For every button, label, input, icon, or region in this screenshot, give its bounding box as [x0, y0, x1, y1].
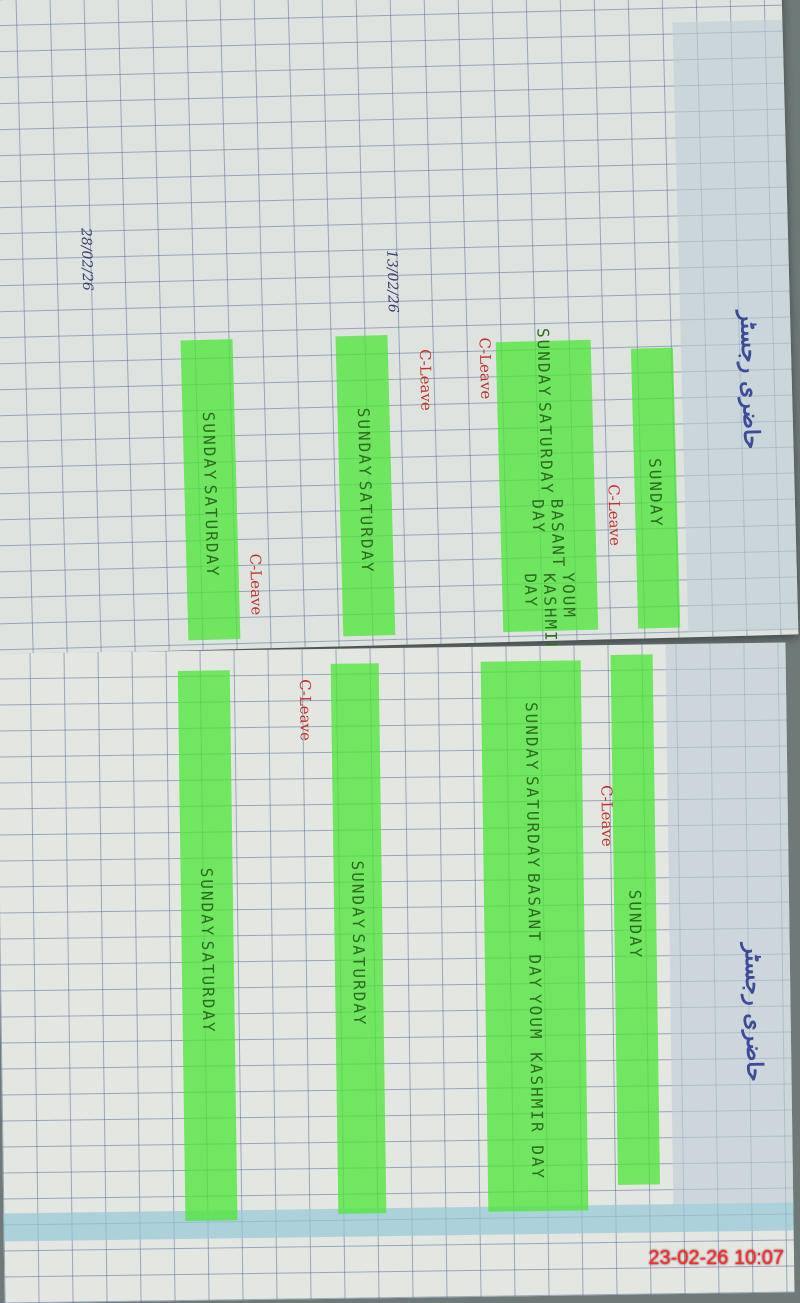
band-text: SATURDAY: [198, 940, 219, 1035]
holiday-band: SATURDAY SUNDAY: [330, 663, 387, 1214]
holiday-band: SATURDAY SUNDAY: [177, 670, 238, 1221]
band-text: SUNDAY: [353, 407, 375, 478]
band-text: SUNDAY: [347, 859, 368, 930]
holiday-band: SATURDAY SUNDAY: [335, 335, 396, 637]
header-columns: [665, 642, 794, 1205]
camera-timestamp: 23-02-26 10:07: [648, 1247, 784, 1269]
leave-mark: C-Leave: [415, 348, 436, 412]
band-text: YOUM KASHMIR DAY: [520, 571, 579, 655]
band-text: SUNDAY: [521, 702, 542, 773]
holiday-band: SATURDAY SUNDAY: [180, 339, 241, 641]
signature-date: 28/02/26: [77, 227, 96, 292]
register-top-page: حاضری رجسٹر SUNDAY YOUM KASHMIR DAY BASA…: [0, 0, 799, 656]
band-text: SUNDAY: [533, 327, 555, 398]
register-bottom-page: حاضری رجسٹر SUNDAY YOUM KASHMIR DAY BASA…: [0, 642, 795, 1303]
leave-mark: C-Leave: [246, 553, 266, 616]
holiday-band: SUNDAY: [610, 654, 660, 1185]
band-text: SATURDAY: [200, 484, 223, 579]
band-text: SUNDAY: [198, 411, 220, 482]
band-text: SUNDAY: [645, 457, 667, 529]
band-text: YOUM KASHMIR DAY: [525, 993, 548, 1180]
band-text: BASANT DAY: [524, 873, 545, 990]
leave-mark: C-Leave: [604, 483, 625, 547]
day-number-row: [3, 1202, 794, 1242]
holiday-band: YOUM KASHMIR DAY BASANT DAY SATURDAY SUN…: [495, 328, 599, 654]
band-text: SATURDAY: [355, 480, 378, 575]
register-title: حاضری رجسٹر: [734, 310, 765, 450]
leave-mark: C-Leave: [475, 337, 496, 400]
signature-date: 13/02/26: [383, 249, 401, 314]
holiday-band: SUNDAY: [630, 347, 681, 629]
band-text: SATURDAY: [535, 401, 557, 496]
holiday-band: YOUM KASHMIR DAY BASANT DAY SATURDAY SUN…: [480, 660, 589, 1212]
band-text: SATURDAY: [522, 776, 544, 870]
leave-mark: C-Leave: [597, 784, 617, 847]
band-text: BASANT DAY: [528, 498, 569, 569]
band-text: SUNDAY: [625, 889, 646, 960]
band-text: SUNDAY: [197, 867, 217, 938]
register-title: حاضری رجسٹر: [739, 942, 768, 1082]
band-text: SATURDAY: [348, 933, 370, 1028]
leave-mark: C-Leave: [295, 679, 315, 742]
